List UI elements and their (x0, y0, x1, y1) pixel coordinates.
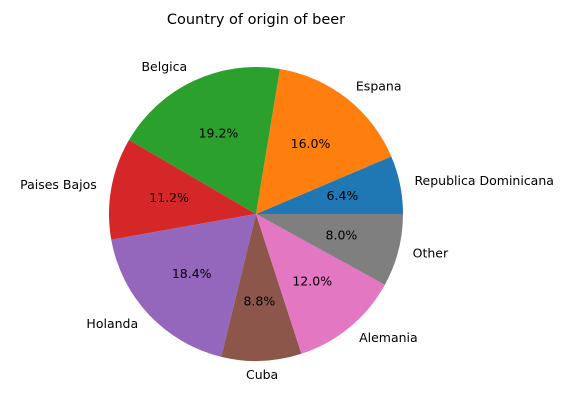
pie-slice-espana (256, 68, 392, 214)
slice-label-other: Other (413, 246, 449, 261)
percent-label-other: 8.0% (326, 227, 358, 242)
percent-label-republica-dominicana: 6.4% (327, 188, 359, 203)
pie-slices (108, 67, 403, 361)
pie-slice-holanda (111, 214, 256, 357)
pie-slice-belgica (129, 67, 280, 215)
slice-labels: Republica Dominicana Espana Belgica Paises … (20, 59, 554, 382)
pie-slice-cuba (221, 214, 302, 361)
percent-label-belgica: 19.2% (199, 126, 239, 141)
slice-label-belgica: Belgica (141, 59, 187, 74)
percent-label-alemania: 12.0% (292, 273, 332, 288)
slice-label-cuba: Cuba (246, 367, 278, 382)
chart-title: Country of origin of beer (167, 12, 345, 28)
pie-slice-other (256, 214, 403, 285)
percent-label-cuba: 8.8% (243, 294, 275, 309)
percent-label-espana: 16.0% (291, 136, 331, 151)
pie-slice-republica-dominicana (256, 156, 403, 214)
slice-label-paises-bajos: Paises Bajos (20, 177, 97, 192)
pie-slice-paises-bajos (108, 139, 256, 240)
slice-label-alemania: Alemania (359, 330, 418, 345)
percent-labels: 6.4% 16.0% 19.2% 11.2% 18.4% 8.8% 12.0% 8.0% (149, 126, 358, 309)
slice-label-espana: Espana (356, 78, 402, 93)
percent-label-holanda: 18.4% (172, 266, 212, 281)
pie-slice-alemania (256, 214, 385, 354)
percent-label-paises-bajos: 11.2% (149, 190, 189, 205)
slice-label-holanda: Holanda (86, 316, 138, 331)
slice-label-republica-dominicana: Republica Dominicana (414, 173, 554, 188)
